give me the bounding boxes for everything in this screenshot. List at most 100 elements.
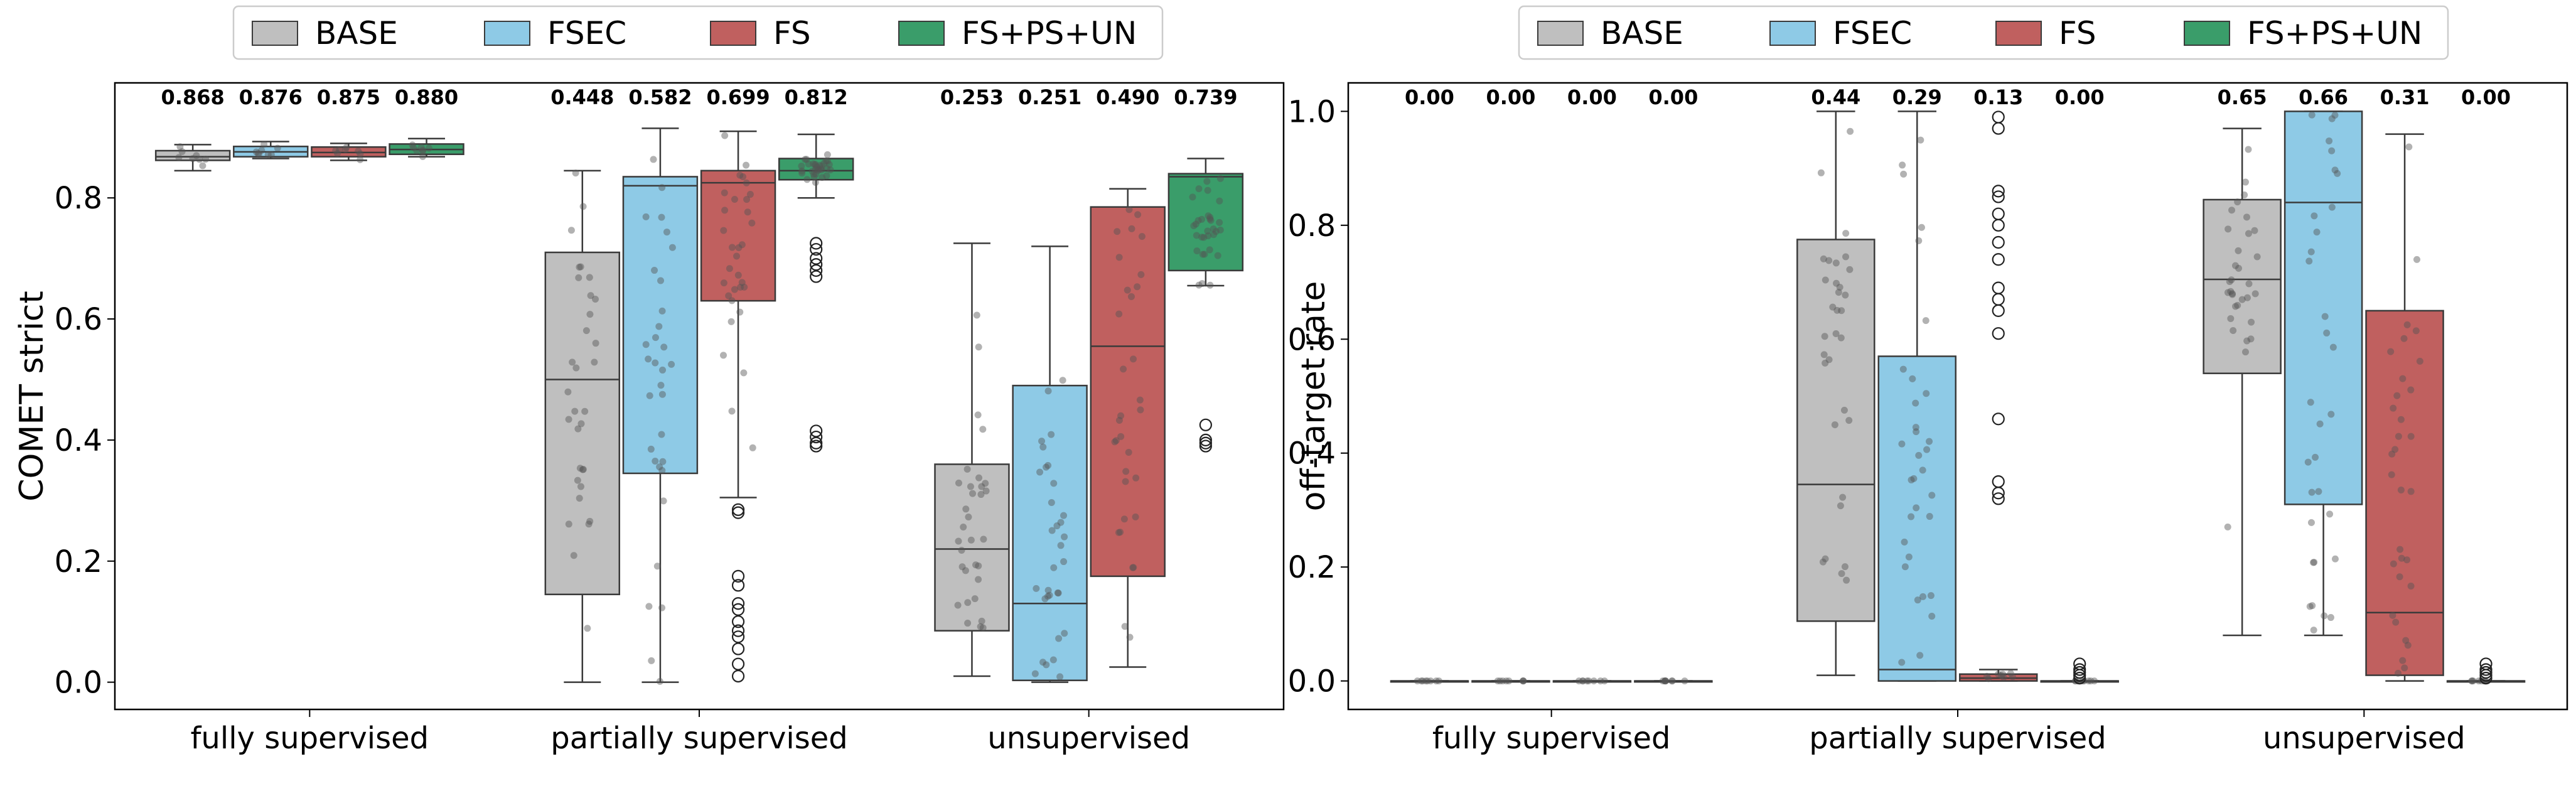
strip-point [1999,671,2007,678]
strip-point [824,158,831,165]
strip-point [955,479,962,487]
outlier-point [1992,110,2005,124]
strip-point [1060,512,1068,519]
strip-point [1195,185,1203,193]
x-tick-label-fully-supervised: fully supervised [191,721,429,756]
iqr-box [622,176,699,475]
strip-point [1050,564,1058,571]
strip-point [2398,554,2405,562]
strip-point [1195,281,1203,289]
strip-point [975,576,982,583]
strip-point [725,292,733,299]
strip-point [1983,672,1990,680]
strip-point [1662,677,1670,685]
strip-point [824,151,831,158]
legend-swatch-fs-ps-un [2184,21,2230,46]
outlier-point [731,669,745,683]
strip-point [567,227,575,234]
strip-point [1059,377,1066,384]
strip-point [1061,630,1068,637]
strip-point [579,466,587,473]
strip-point [1060,558,1068,566]
median-value-label: 0.00 [2461,85,2511,109]
strip-point [199,162,207,170]
strip-point [663,229,670,236]
strip-point [2307,519,2315,526]
strip-point [576,264,583,271]
strip-point [965,514,972,521]
strip-point [274,144,281,152]
strip-point [582,327,590,335]
strip-point [1838,570,1845,578]
strip-point [2310,627,2317,634]
strip-point [565,520,572,528]
strip-point [355,148,362,155]
strip-point [958,547,965,554]
strip-point [814,167,822,175]
strip-point [357,156,364,163]
strip-point [1053,522,1061,530]
strip-point [1837,334,1845,342]
strip-point [1114,228,1121,235]
strip-point [1499,677,1506,685]
y-tick-label: 0.6 [1288,322,1336,357]
strip-point [2247,335,2255,343]
strip-point [1915,237,1923,244]
legend-swatch-base [252,21,298,46]
strip-point [1520,677,1527,685]
strip-point [1206,215,1214,223]
strip-point [334,149,341,157]
y-tick-label: 0.4 [55,423,102,458]
strip-point [1916,652,1924,659]
outlier-point [810,237,823,250]
outlier-point [731,579,745,592]
y-tick-label: 0.2 [55,544,102,579]
strip-point [736,171,744,179]
y-tick-label: 0.8 [1288,208,1336,244]
strip-point [1898,659,1906,666]
strip-point [657,382,665,389]
strip-point [2235,247,2242,254]
strip-point [1031,670,1039,677]
strip-point [746,191,754,198]
strip-point [2321,612,2328,620]
strip-point [2310,559,2317,566]
strip-point [2245,280,2253,288]
strip-point [2231,262,2239,269]
strip-point [816,161,824,169]
iqr-box [1012,384,1088,681]
outlier-point [731,615,745,628]
outlier-point [1199,439,1212,453]
outlier-point [1992,253,2005,266]
strip-point [1127,293,1135,300]
strip-point [655,323,663,330]
outlier-point [1992,190,2005,203]
strip-point [1915,451,1923,459]
strip-point [733,252,741,260]
legend-swatch-fsec [1769,21,1816,46]
strip-point [798,170,806,177]
legend-label-fs: FS [773,15,811,51]
strip-point [2227,315,2235,322]
strip-point [2312,453,2319,461]
box-fs-fully-supervised [311,143,387,163]
iqr-box [1796,239,1876,622]
strip-point [2085,677,2092,685]
outlier-point [1992,207,2005,220]
strip-point [659,458,667,465]
strip-point [581,407,589,415]
strip-point [1505,677,1513,685]
median-value-label: 0.251 [1018,85,1081,109]
strip-point [2253,253,2261,261]
strip-point [1912,399,1919,407]
strip-point [2400,335,2408,342]
iqr-box [1090,206,1166,578]
strip-point [2389,611,2396,619]
strip-point [575,274,582,281]
strip-point [2230,326,2237,334]
strip-point [1044,593,1051,600]
strip-point [810,173,818,181]
strip-point [1838,307,1845,315]
median-value-label: 0.490 [1096,85,1159,109]
comet-panel: 0.0 0.2 0.4 0.6 0.8 fully supervised partially… [13,5,1285,756]
